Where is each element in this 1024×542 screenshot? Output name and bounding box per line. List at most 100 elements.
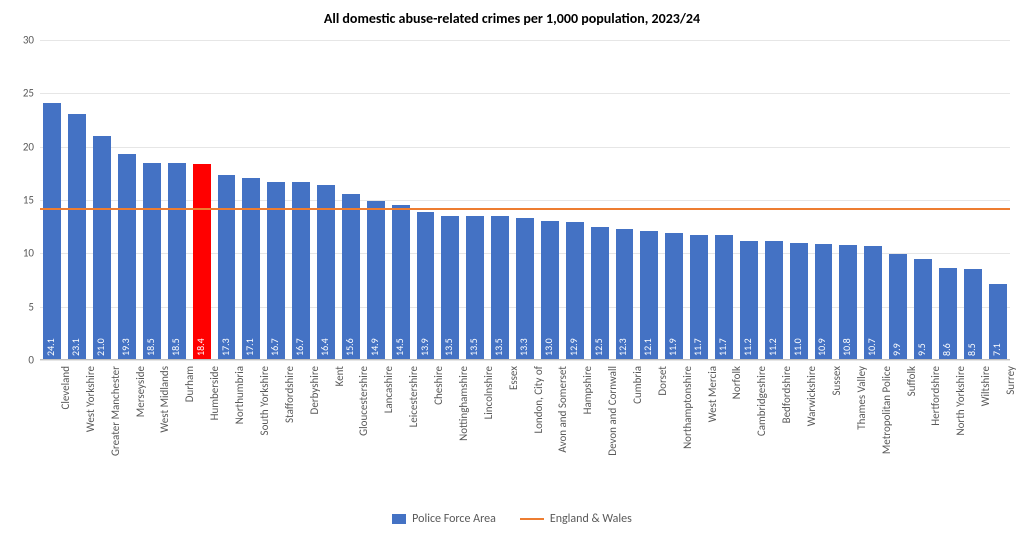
bar-value-label: 23.1 bbox=[69, 338, 82, 356]
bar-value-label: 16.7 bbox=[293, 338, 306, 356]
bar-value-label: 11.2 bbox=[766, 338, 779, 356]
bar bbox=[242, 178, 260, 360]
x-tick-label: Staffordshire bbox=[283, 366, 296, 516]
bar-value-label: 12.1 bbox=[641, 338, 654, 356]
bar-value-label: 18.5 bbox=[144, 338, 157, 356]
x-tick-label: Leicestershire bbox=[407, 366, 420, 516]
bar bbox=[342, 194, 360, 360]
x-tick-label: Dorset bbox=[656, 366, 669, 516]
legend-item: England & Wales bbox=[520, 512, 632, 526]
bar-value-label: 11.7 bbox=[691, 338, 704, 356]
bar-value-label: 7.1 bbox=[990, 343, 1003, 356]
x-tick-label: Hertfordshire bbox=[929, 366, 942, 516]
bar-value-label: 9.5 bbox=[915, 343, 928, 356]
bar-value-label: 18.5 bbox=[169, 338, 182, 356]
bar-value-label: 12.5 bbox=[592, 338, 605, 356]
x-tick-label: Northumbria bbox=[233, 366, 246, 516]
bar-value-label: 18.4 bbox=[194, 338, 207, 356]
bar-value-label: 8.6 bbox=[940, 343, 953, 356]
bar-value-label: 12.3 bbox=[616, 338, 629, 356]
bar bbox=[218, 175, 236, 360]
y-tick-label: 0 bbox=[10, 354, 34, 367]
bar-value-label: 17.1 bbox=[243, 338, 256, 356]
x-tick-label: Kent bbox=[333, 366, 346, 516]
x-axis-line bbox=[40, 359, 1010, 360]
x-tick-label: Lancashire bbox=[382, 366, 395, 516]
y-tick-label: 25 bbox=[10, 87, 34, 100]
legend-label: England & Wales bbox=[550, 512, 632, 526]
x-tick-label: Bedfordshire bbox=[780, 366, 793, 516]
x-tick-label: Metropolitan Police bbox=[880, 366, 893, 516]
bar-value-label: 17.3 bbox=[219, 338, 232, 356]
x-tick-label: Cumbria bbox=[631, 366, 644, 516]
x-tick-label: Gloucestershire bbox=[357, 366, 370, 516]
x-tick-label: Thames Valley bbox=[855, 366, 868, 516]
bar-value-label: 13.0 bbox=[542, 338, 555, 356]
x-tick-label: Greater Manchester bbox=[109, 366, 122, 516]
x-tick-label: Sussex bbox=[830, 366, 843, 516]
bar-value-label: 13.5 bbox=[492, 338, 505, 356]
x-tick-label: West Midlands bbox=[158, 366, 171, 516]
y-tick-label: 20 bbox=[10, 140, 34, 153]
x-tick-label: Derbyshire bbox=[308, 366, 321, 516]
x-tick-label: Essex bbox=[507, 366, 520, 516]
chart-container: All domestic abuse-related crimes per 1,… bbox=[0, 0, 1024, 542]
bar-value-label: 11.0 bbox=[791, 338, 804, 356]
y-tick-label: 10 bbox=[10, 247, 34, 260]
bar-value-label: 13.9 bbox=[418, 338, 431, 356]
england-wales-reference-line bbox=[40, 208, 1010, 210]
x-tick-label: Warwickshire bbox=[805, 366, 818, 516]
bar-value-label: 8.5 bbox=[965, 343, 978, 356]
x-tick-label: West Mercia bbox=[706, 366, 719, 516]
bar-value-label: 10.9 bbox=[815, 338, 828, 356]
x-tick-label: North Yorkshire bbox=[954, 366, 967, 516]
bar-highlight bbox=[193, 164, 211, 360]
bar-value-label: 14.5 bbox=[393, 338, 406, 356]
bar bbox=[168, 163, 186, 360]
bar-value-label: 21.0 bbox=[94, 338, 107, 356]
bar bbox=[93, 136, 111, 360]
bar-value-label: 14.9 bbox=[368, 338, 381, 356]
gridline bbox=[40, 360, 1010, 361]
bar-value-label: 11.9 bbox=[666, 338, 679, 356]
x-tick-label: Nottinghamshire bbox=[457, 366, 470, 516]
bar-value-label: 24.1 bbox=[44, 338, 57, 356]
y-tick-label: 30 bbox=[10, 34, 34, 47]
bar bbox=[317, 185, 335, 360]
bar-value-label: 10.8 bbox=[840, 338, 853, 356]
bar-value-label: 11.2 bbox=[741, 338, 754, 356]
x-tick-label: Hampshire bbox=[581, 366, 594, 516]
bar bbox=[367, 201, 385, 360]
bar-value-label: 10.7 bbox=[865, 338, 878, 356]
bar bbox=[68, 114, 86, 360]
bar-value-label: 13.5 bbox=[442, 338, 455, 356]
bar-value-label: 19.3 bbox=[119, 338, 132, 356]
x-tick-label: Surrey bbox=[1004, 366, 1017, 516]
legend: Police Force Area England & Wales bbox=[0, 512, 1024, 526]
x-tick-label: Suffolk bbox=[905, 366, 918, 516]
plot-area: 24.1 23.1 21.0 19.3 18.5 18.5 18.4 17.3 17.1 16.7… bbox=[40, 40, 1010, 360]
x-tick-label: Lincolnshire bbox=[482, 366, 495, 516]
x-tick-label: Humberside bbox=[208, 366, 221, 516]
y-tick-label: 15 bbox=[10, 194, 34, 207]
bar-value-label: 12.9 bbox=[567, 338, 580, 356]
x-tick-label: Avon and Somerset bbox=[556, 366, 569, 516]
bar bbox=[43, 103, 61, 360]
x-tick-label: Northamptonshire bbox=[681, 366, 694, 516]
bar bbox=[118, 154, 136, 360]
x-tick-label: London, City of bbox=[532, 366, 545, 516]
bar-value-label: 16.7 bbox=[268, 338, 281, 356]
x-tick-label: Merseyside bbox=[134, 366, 147, 516]
bar-value-label: 16.4 bbox=[318, 338, 331, 356]
x-tick-label: Devon and Cornwall bbox=[606, 366, 619, 516]
x-tick-label: Norfolk bbox=[730, 366, 743, 516]
legend-swatch-line bbox=[520, 518, 544, 520]
x-tick-label: South Yorkshire bbox=[258, 366, 271, 516]
legend-swatch-bar bbox=[392, 514, 406, 524]
legend-label: Police Force Area bbox=[412, 512, 496, 526]
x-tick-label: Cleveland bbox=[59, 366, 72, 516]
y-tick-label: 5 bbox=[10, 300, 34, 313]
bars-layer: 24.1 23.1 21.0 19.3 18.5 18.5 18.4 17.3 17.1 16.7… bbox=[40, 40, 1010, 360]
x-tick-label: Cheshire bbox=[432, 366, 445, 516]
bar-value-label: 13.3 bbox=[517, 338, 530, 356]
